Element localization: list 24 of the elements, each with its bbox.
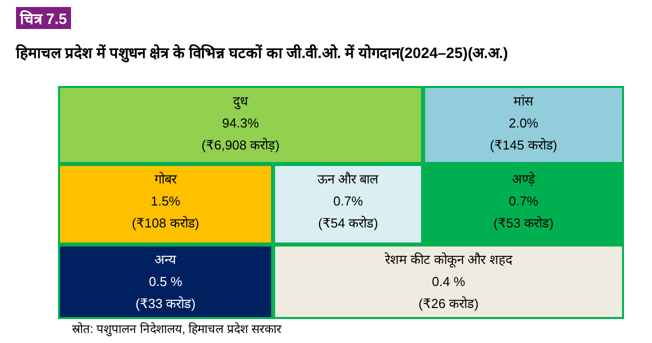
category-label: मांस xyxy=(514,94,534,109)
category-label: अन्य xyxy=(154,252,177,268)
data-label: 0.7% xyxy=(508,194,539,209)
text: चित्र 7.5 xyxy=(16,7,72,29)
category-label: गोबर xyxy=(154,172,178,187)
data-label: 0.4 % xyxy=(432,274,466,290)
category-label: ऊन और बाल xyxy=(317,172,379,187)
category-label: दुध xyxy=(233,94,250,110)
text: (₹54 करोड) xyxy=(318,216,378,231)
data-label: 94.3% xyxy=(222,116,260,131)
data-label: 0.5 % xyxy=(148,274,183,290)
text: (₹33 करोड) xyxy=(136,296,196,312)
text: (₹53 करोड) xyxy=(494,216,554,231)
text: (₹108 करोड) xyxy=(132,216,200,231)
data-label: 2.0% xyxy=(508,116,539,131)
text: (₹6,908 करोड़) xyxy=(201,138,280,153)
text: स्रोत: पशुपालन निदेशालय, हिमाचल प्रदेश सरकार xyxy=(72,321,282,337)
data-label: 0.7% xyxy=(333,194,364,209)
category-label: अण्ड़े xyxy=(512,172,536,187)
text: (₹26 करोड) xyxy=(418,296,479,312)
category-label: रेशम कीट कोकून और शहद xyxy=(384,252,514,268)
text: (₹145 करोड) xyxy=(490,138,558,153)
data-label: 1.5% xyxy=(150,194,181,209)
text: हिमाचल प्रदेश में पशुधन क्षेत्र के विभिन्न घटकों का जी.वी.ओ. में योगदान(2024–25)(अ.अ.) xyxy=(16,43,508,62)
